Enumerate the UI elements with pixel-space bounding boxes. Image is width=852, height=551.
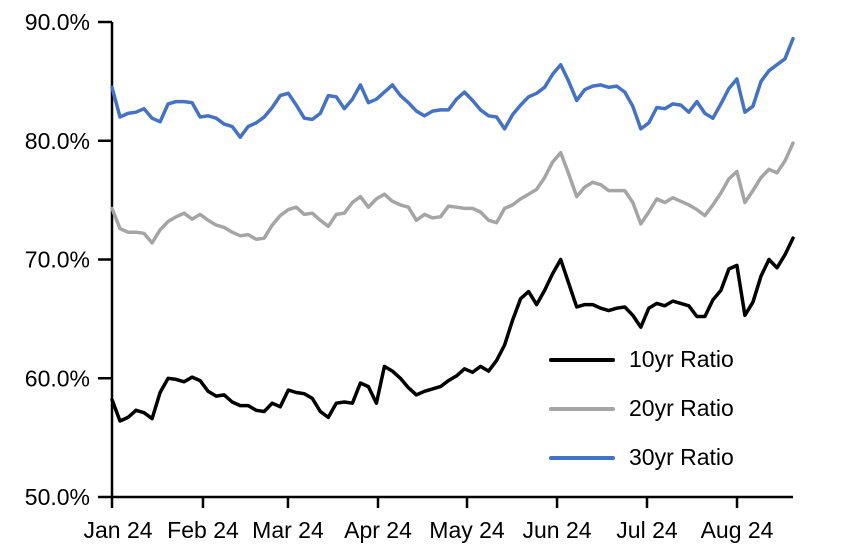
y-axis-tick-label: 90.0% <box>25 9 90 35</box>
x-axis-tick-label: Mar 24 <box>252 517 324 543</box>
x-axis-tick-label: Jul 24 <box>616 517 678 543</box>
legend-swatch-30yr-ratio <box>549 455 615 460</box>
x-axis-tick-label: Feb 24 <box>167 517 239 543</box>
x-axis-tick-label: Jun 24 <box>523 517 592 543</box>
legend-label-20yr-ratio: 20yr Ratio <box>629 395 734 421</box>
legend-item-20yr-ratio: 20yr Ratio <box>549 384 734 433</box>
series-line-20yr-ratio <box>110 141 795 245</box>
x-axis-tick-label: Aug 24 <box>701 517 774 543</box>
x-axis-tick-label: Jan 24 <box>83 517 152 543</box>
y-axis-tick-label: 70.0% <box>25 247 90 273</box>
legend-swatch-20yr-ratio <box>549 406 615 411</box>
y-axis-tick-label: 50.0% <box>25 484 90 510</box>
x-axis-tick-label: Apr 24 <box>344 517 412 543</box>
series-line-30yr-ratio <box>110 36 795 139</box>
legend-swatch-10yr-ratio <box>549 357 615 362</box>
legend-label-10yr-ratio: 10yr Ratio <box>629 346 734 372</box>
chart-legend: 10yr Ratio 20yr Ratio 30yr Ratio <box>549 335 734 482</box>
series-line-10yr-ratio <box>110 236 795 423</box>
x-axis-tick-label: May 24 <box>429 517 505 543</box>
y-axis-tick-label: 60.0% <box>25 365 90 391</box>
y-axis-tick-label: 80.0% <box>25 128 90 154</box>
legend-item-10yr-ratio: 10yr Ratio <box>549 335 734 384</box>
legend-label-30yr-ratio: 30yr Ratio <box>629 444 734 470</box>
legend-item-30yr-ratio: 30yr Ratio <box>549 433 734 482</box>
